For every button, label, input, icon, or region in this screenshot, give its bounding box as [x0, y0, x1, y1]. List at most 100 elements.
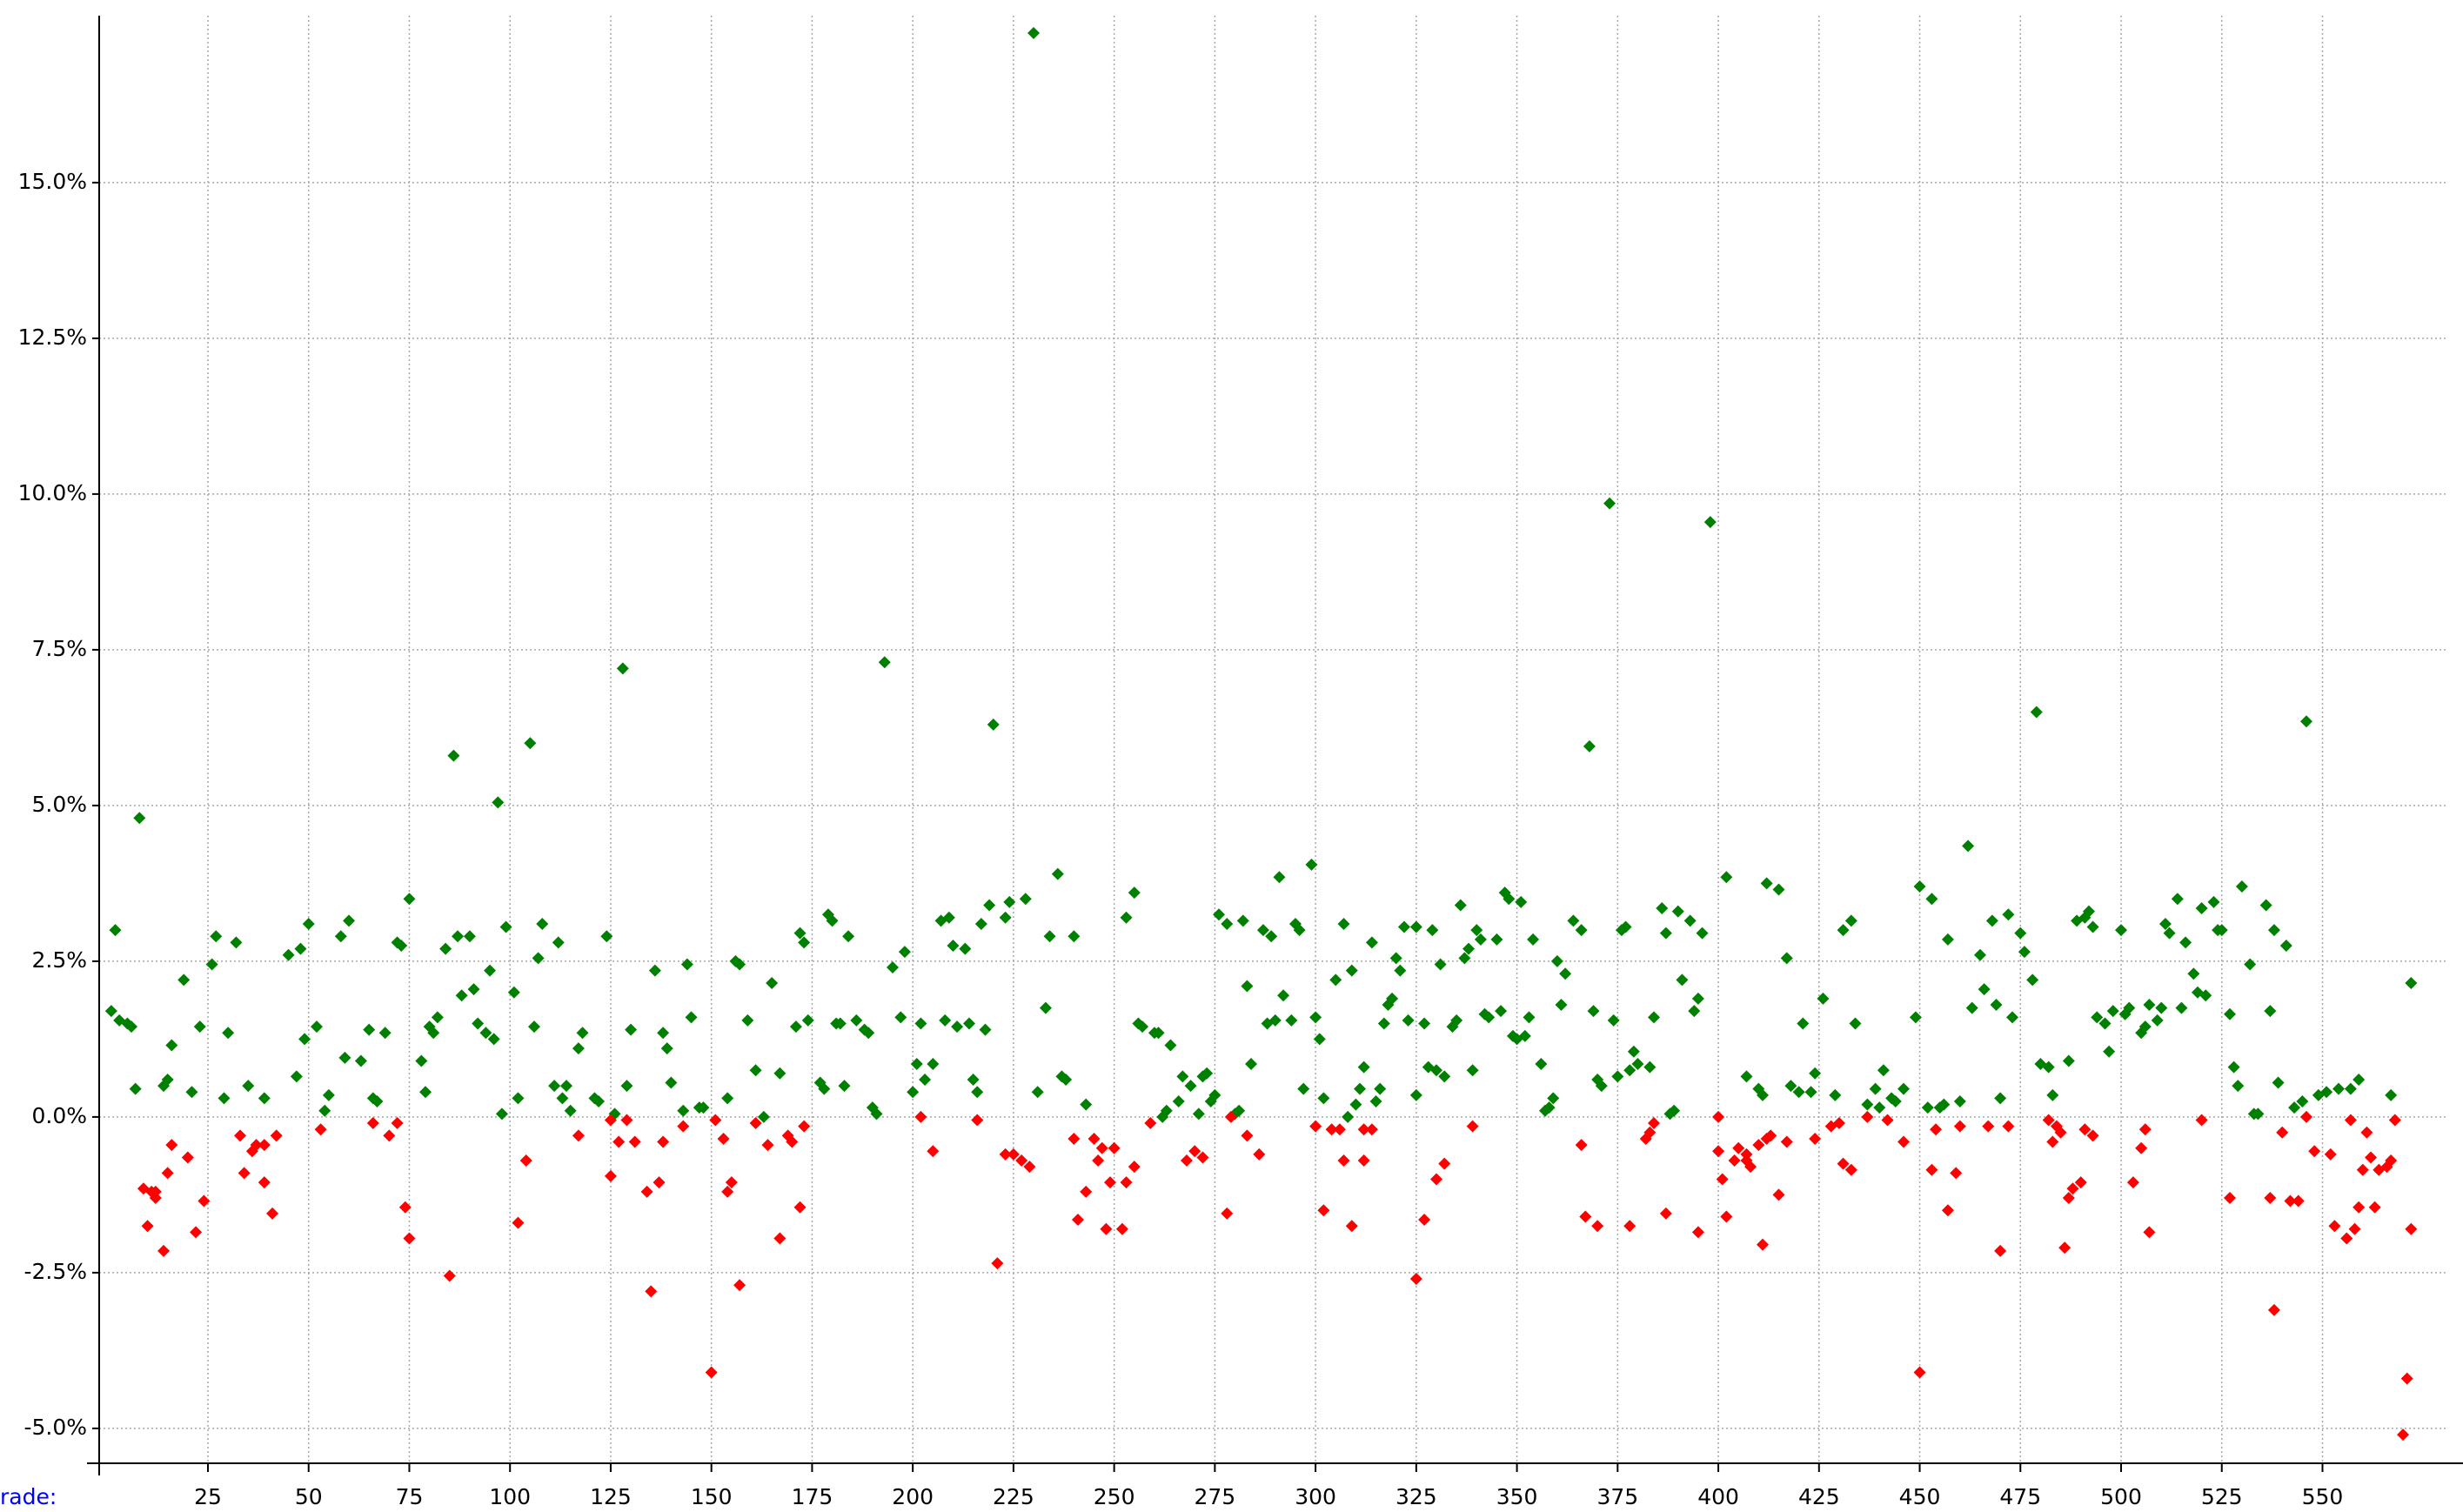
- point: [218, 1092, 231, 1105]
- point: [1241, 1129, 1254, 1142]
- point: [2086, 920, 2099, 933]
- point: [343, 914, 356, 927]
- point: [2138, 1020, 2152, 1034]
- point: [149, 1191, 162, 1204]
- point: [2385, 1154, 2398, 1167]
- point: [927, 1058, 940, 1071]
- point: [761, 1139, 774, 1152]
- point: [677, 1104, 690, 1117]
- point: [1241, 980, 1254, 993]
- point: [1490, 933, 1503, 946]
- point: [1909, 1011, 1922, 1024]
- point: [2227, 1060, 2240, 1074]
- point: [1357, 1154, 1370, 1167]
- point: [793, 1201, 806, 1214]
- point: [109, 924, 122, 937]
- point: [2340, 1232, 2353, 1245]
- point: [1712, 1145, 1725, 1158]
- point: [1184, 1080, 1197, 1093]
- y-tick-label: 2.5%: [31, 947, 87, 973]
- point: [322, 1088, 335, 1101]
- point: [2264, 1191, 2277, 1204]
- point: [1409, 1088, 1422, 1101]
- point: [1337, 1154, 1350, 1167]
- point: [833, 1017, 847, 1030]
- point: [959, 942, 972, 955]
- point: [749, 1064, 762, 1077]
- point: [1930, 1123, 1943, 1136]
- point: [193, 1020, 206, 1034]
- point: [1881, 1114, 1894, 1127]
- point: [1607, 1014, 1620, 1027]
- point: [1277, 989, 1290, 1002]
- point: [1039, 1001, 1052, 1014]
- point: [2171, 893, 2184, 906]
- x-tick-label: 50: [295, 1484, 323, 1509]
- point: [1982, 1120, 1995, 1133]
- point: [427, 1027, 440, 1040]
- point: [487, 1033, 500, 1046]
- point: [1897, 1082, 1911, 1095]
- point: [495, 1107, 508, 1121]
- point: [1611, 1070, 1624, 1083]
- x-tick-label: 350: [1496, 1484, 1538, 1509]
- point: [951, 1020, 964, 1034]
- point: [1466, 1064, 1479, 1077]
- point: [2353, 1201, 2366, 1214]
- point: [1809, 1067, 1822, 1080]
- point: [987, 718, 1000, 731]
- point: [983, 899, 996, 912]
- y-tick-label: -2.5%: [23, 1259, 87, 1284]
- point: [1683, 914, 1697, 927]
- point: [1438, 1070, 1451, 1083]
- point: [1342, 1110, 1355, 1123]
- point: [2046, 1088, 2059, 1101]
- point: [789, 1020, 802, 1034]
- point: [197, 1194, 211, 1208]
- point: [2138, 1123, 2152, 1136]
- point: [2267, 924, 2280, 937]
- point: [942, 911, 955, 924]
- point: [2224, 1191, 2237, 1204]
- point: [850, 1014, 863, 1027]
- point: [366, 1117, 379, 1130]
- point: [157, 1244, 171, 1257]
- point: [2062, 1191, 2075, 1204]
- point: [1043, 930, 1056, 943]
- point: [2308, 1145, 2321, 1158]
- point: [1877, 1064, 1890, 1077]
- tick-labels: -5.0% -2.5% 0.0% 2.5% 5.0% 7.5% 10.0% 12.5% 15.0…: [18, 169, 2344, 1509]
- point: [1591, 1220, 1604, 1233]
- point: [2264, 1005, 2277, 1018]
- point: [1071, 1214, 1084, 1227]
- point: [1268, 1014, 1282, 1027]
- point: [238, 1167, 251, 1180]
- point: [1941, 933, 1954, 946]
- point: [1523, 1011, 1536, 1024]
- point: [725, 1176, 738, 1189]
- point: [149, 1185, 162, 1198]
- point: [604, 1114, 617, 1127]
- point: [2195, 902, 2208, 915]
- point: [363, 1023, 376, 1036]
- point: [1357, 1060, 1370, 1074]
- point: [1921, 1101, 1934, 1114]
- point: [648, 964, 661, 977]
- point: [1953, 1095, 1966, 1107]
- point: [2284, 1194, 2297, 1208]
- point: [298, 1033, 311, 1046]
- point: [472, 1017, 485, 1030]
- point: [1462, 942, 1476, 955]
- point: [1873, 1101, 1886, 1114]
- plot-area: [104, 27, 2418, 1442]
- point: [910, 1058, 923, 1071]
- point: [1547, 1092, 1560, 1105]
- point: [1120, 911, 1133, 924]
- point: [1869, 1082, 1882, 1095]
- point: [733, 1279, 746, 1292]
- point: [2042, 1114, 2055, 1127]
- point: [1732, 1141, 1745, 1154]
- point: [887, 961, 900, 974]
- point: [1764, 1129, 1777, 1142]
- y-tick-label: -5.0%: [23, 1415, 87, 1440]
